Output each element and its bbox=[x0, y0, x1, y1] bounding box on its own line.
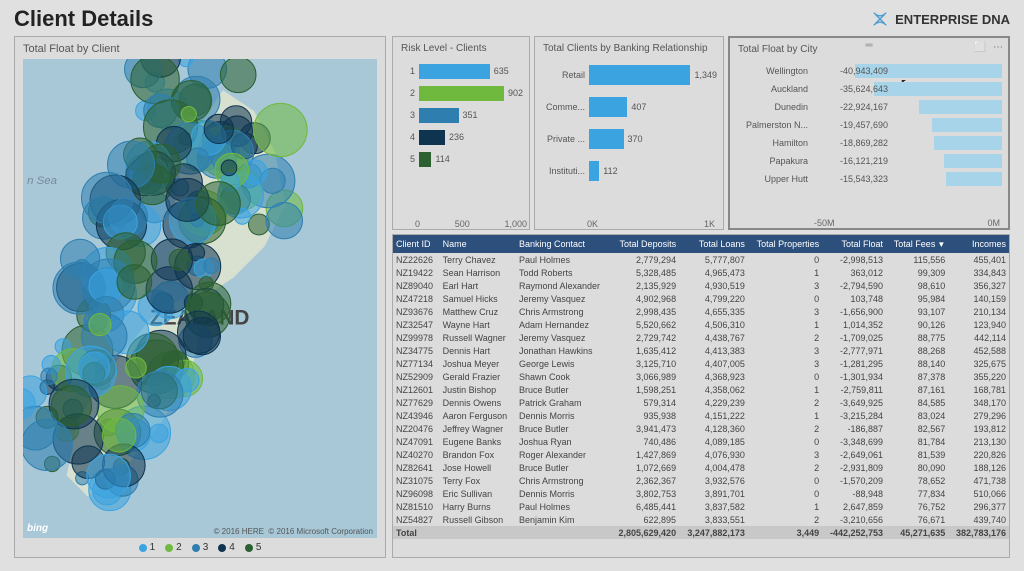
float-city-bar[interactable]: Dunedin-22,924,167 bbox=[736, 99, 1002, 115]
main-content: Total Float by Client n SeaZEALAND bing … bbox=[0, 36, 1024, 566]
table-row[interactable]: NZ47218Samuel HicksJeremy Vasquez4,902,9… bbox=[393, 292, 1009, 305]
brand-logo: ENTERPRISE DNA bbox=[871, 10, 1010, 28]
map-legend: 12345 bbox=[15, 538, 385, 557]
table-row[interactable]: NZ77134Joshua MeyerGeorge Lewis3,125,710… bbox=[393, 357, 1009, 370]
float-chart[interactable]: ═ ⬜ ⋯ Total Float by City ↖ Wellington-4… bbox=[728, 36, 1010, 230]
table-row[interactable]: NZ96098Eric SullivanDennis Morris3,802,7… bbox=[393, 487, 1009, 500]
risk-chart[interactable]: Risk Level - Clients 1635 2902 3351 4236 511… bbox=[392, 36, 530, 230]
float-city-bar[interactable]: Papakura-16,121,219 bbox=[736, 153, 1002, 169]
column-header[interactable]: Incomes bbox=[948, 235, 1009, 253]
float-city-bar[interactable]: Palmerston N...-19,457,690 bbox=[736, 117, 1002, 133]
float-city-bar[interactable]: Upper Hutt-15,543,323 bbox=[736, 171, 1002, 187]
brand-text: ENTERPRISE DNA bbox=[895, 12, 1010, 27]
float-city-bar[interactable]: Auckland-35,624,643 bbox=[736, 81, 1002, 97]
legend-item[interactable]: 2 bbox=[165, 542, 182, 553]
table-row[interactable]: NZ93676Matthew CruzChris Armstrong2,998,… bbox=[393, 305, 1009, 318]
legend-item[interactable]: 4 bbox=[218, 542, 235, 553]
table-row[interactable]: NZ32547Wayne HartAdam Hernandez5,520,662… bbox=[393, 318, 1009, 331]
float-city-bar[interactable]: Hamilton-18,869,282 bbox=[736, 135, 1002, 151]
column-header[interactable]: Total Fees▼ bbox=[886, 235, 948, 253]
map-panel: Total Float by Client n SeaZEALAND bing … bbox=[14, 36, 386, 558]
banking-bar[interactable]: Private ...370 bbox=[541, 126, 717, 152]
float-city-bar[interactable]: Wellington-40,943,409 bbox=[736, 63, 1002, 79]
dna-icon bbox=[871, 10, 889, 28]
table-row[interactable]: NZ12601Justin BishopBruce Butler1,598,25… bbox=[393, 383, 1009, 396]
risk-bar[interactable]: 3351 bbox=[399, 106, 523, 124]
column-header[interactable]: Total Properties bbox=[748, 235, 822, 253]
map-visual[interactable]: n SeaZEALAND bing © 2016 HERE © 2016 Mic… bbox=[23, 59, 377, 538]
legend-item[interactable]: 5 bbox=[245, 542, 262, 553]
table-row[interactable]: NZ54827Russell GibsonBenjamin Kim622,895… bbox=[393, 513, 1009, 526]
banking-bar[interactable]: Instituti...112 bbox=[541, 158, 717, 184]
focus-mode-icon[interactable]: ⬜ bbox=[972, 40, 988, 54]
data-table-panel[interactable]: Client IDNameBanking ContactTotal Deposi… bbox=[392, 234, 1010, 558]
map-title: Total Float by Client bbox=[15, 37, 385, 59]
table-row[interactable]: NZ82641Jose HowellBruce Butler1,072,6694… bbox=[393, 461, 1009, 474]
risk-bar[interactable]: 2902 bbox=[399, 84, 523, 102]
table-row[interactable]: NZ34775Dennis HartJonathan Hawkins1,635,… bbox=[393, 344, 1009, 357]
column-header[interactable]: Total Loans bbox=[679, 235, 748, 253]
table-row[interactable]: NZ89040Earl HartRaymond Alexander2,135,9… bbox=[393, 279, 1009, 292]
risk-chart-title: Risk Level - Clients bbox=[393, 37, 529, 58]
risk-bar[interactable]: 5114 bbox=[399, 150, 523, 168]
map-attribution: © 2016 HERE © 2016 Microsoft Corporation bbox=[210, 525, 377, 538]
table-row[interactable]: NZ22626Terry ChavezPaul Holmes2,779,2945… bbox=[393, 253, 1009, 266]
table-row[interactable]: NZ47091Eugene BanksJoshua Ryan740,4864,0… bbox=[393, 435, 1009, 448]
top-charts: Risk Level - Clients 1635 2902 3351 4236 511… bbox=[392, 36, 1010, 230]
bing-label: bing bbox=[27, 523, 48, 534]
client-table[interactable]: Client IDNameBanking ContactTotal Deposi… bbox=[393, 235, 1009, 539]
banking-chart[interactable]: Total Clients by Banking Relationship Re… bbox=[534, 36, 724, 230]
header: Client Details ENTERPRISE DNA bbox=[0, 0, 1024, 36]
column-header[interactable]: Total Deposits bbox=[610, 235, 679, 253]
table-row[interactable]: NZ20476Jeffrey WagnerBruce Butler3,941,4… bbox=[393, 422, 1009, 435]
table-row[interactable]: NZ43946Aaron FergusonDennis Morris935,93… bbox=[393, 409, 1009, 422]
table-row[interactable]: NZ52909Gerald FrazierShawn Cook3,066,989… bbox=[393, 370, 1009, 383]
drag-handle-icon[interactable]: ═ bbox=[865, 40, 872, 51]
right-panel: Risk Level - Clients 1635 2902 3351 4236 511… bbox=[392, 36, 1010, 558]
column-header[interactable]: Name bbox=[440, 235, 516, 253]
float-chart-toolbar: ⬜ ⋯ bbox=[972, 40, 1006, 54]
legend-item[interactable]: 1 bbox=[139, 542, 156, 553]
banking-chart-title: Total Clients by Banking Relationship bbox=[535, 37, 723, 58]
table-row[interactable]: NZ77629Dennis OwensPatrick Graham579,314… bbox=[393, 396, 1009, 409]
table-row[interactable]: NZ31075Terry FoxChris Armstrong2,362,367… bbox=[393, 474, 1009, 487]
risk-bar[interactable]: 1635 bbox=[399, 62, 523, 80]
risk-bar[interactable]: 4236 bbox=[399, 128, 523, 146]
banking-bar[interactable]: Retail1,349 bbox=[541, 62, 717, 88]
table-row[interactable]: NZ99978Russell WagnerJeremy Vasquez2,729… bbox=[393, 331, 1009, 344]
table-row[interactable]: NZ81510Harry BurnsPaul Holmes6,485,4413,… bbox=[393, 500, 1009, 513]
table-row[interactable]: NZ19422Sean HarrisonTodd Roberts5,328,48… bbox=[393, 266, 1009, 279]
column-header[interactable]: Banking Contact bbox=[516, 235, 610, 253]
table-total-row: Total2,805,629,4203,247,882,1733,449-442… bbox=[393, 526, 1009, 539]
column-header[interactable]: Total Float bbox=[822, 235, 886, 253]
column-header[interactable]: Client ID bbox=[393, 235, 440, 253]
page-title: Client Details bbox=[14, 6, 153, 32]
table-row[interactable]: NZ40270Brandon FoxRoger Alexander1,427,8… bbox=[393, 448, 1009, 461]
legend-item[interactable]: 3 bbox=[192, 542, 209, 553]
banking-bar[interactable]: Comme...407 bbox=[541, 94, 717, 120]
more-options-icon[interactable]: ⋯ bbox=[990, 40, 1006, 54]
svg-text:n Sea: n Sea bbox=[27, 175, 57, 187]
